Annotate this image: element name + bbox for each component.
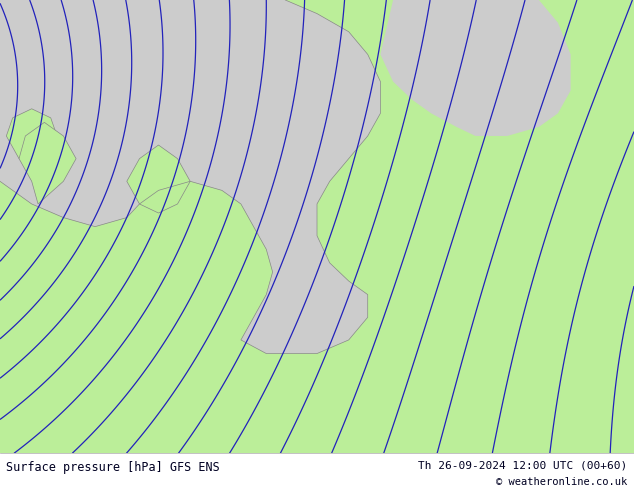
Text: Surface pressure [hPa] GFS ENS: Surface pressure [hPa] GFS ENS <box>6 462 220 474</box>
Polygon shape <box>0 0 634 453</box>
Polygon shape <box>127 145 190 213</box>
Polygon shape <box>380 0 571 136</box>
Polygon shape <box>0 0 380 354</box>
Polygon shape <box>6 109 57 159</box>
Text: Th 26-09-2024 12:00 UTC (00+60): Th 26-09-2024 12:00 UTC (00+60) <box>418 460 628 470</box>
Polygon shape <box>19 122 76 204</box>
Text: © weatheronline.co.uk: © weatheronline.co.uk <box>496 477 628 487</box>
